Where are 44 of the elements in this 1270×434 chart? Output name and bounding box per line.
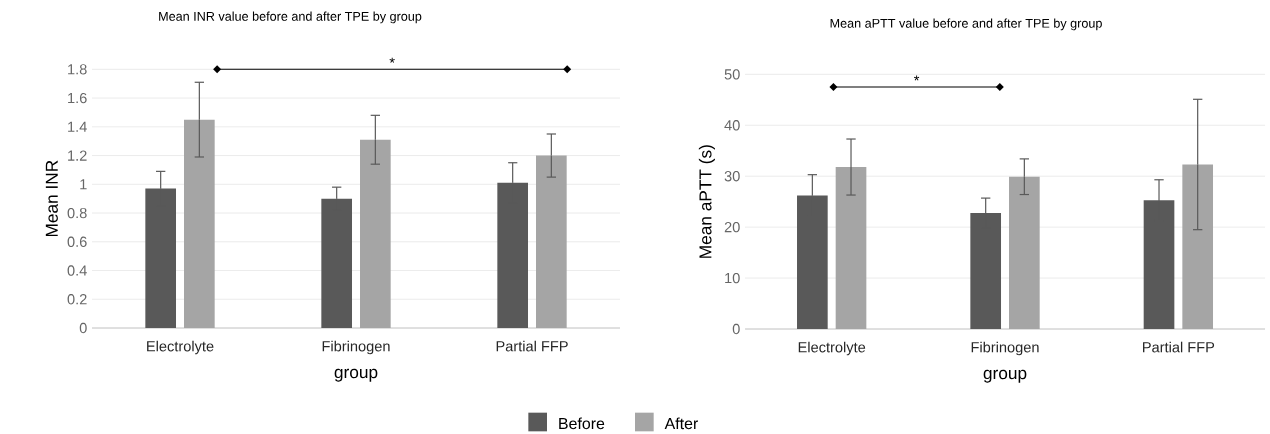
bar xyxy=(1009,176,1040,329)
bar xyxy=(1143,200,1175,329)
bar xyxy=(360,139,391,328)
y-axis-title: Mean aPTT (s) xyxy=(698,145,715,258)
bar xyxy=(536,155,567,328)
bar xyxy=(184,119,215,328)
x-tick-label: Partial FFP xyxy=(1143,341,1215,353)
x-tick-label: Partial FFP xyxy=(496,340,568,352)
x-tick-label: Electrolyte xyxy=(798,341,866,356)
y-tick-label: 1.8 xyxy=(68,64,87,75)
chart-title: Mean INR value before and after TPE by group xyxy=(159,11,422,24)
x-tick-label: Fibrinogen xyxy=(322,340,390,355)
legend-label: Before xyxy=(559,417,605,430)
annotation: * xyxy=(913,75,920,81)
y-tick-label: 0 xyxy=(732,323,740,335)
bar xyxy=(145,188,177,328)
chart-title: Mean aPTT value before and after TPE by group xyxy=(830,18,1102,31)
y-tick-label: 0.6 xyxy=(67,236,87,247)
bar xyxy=(321,198,353,328)
bar xyxy=(970,212,1002,329)
x-axis-title: group xyxy=(334,368,378,382)
bar xyxy=(835,167,867,329)
y-tick-label: 0.2 xyxy=(67,294,87,305)
text: * xyxy=(389,57,395,63)
y-tick-label: 20 xyxy=(724,221,740,233)
legend-label: After xyxy=(664,417,699,430)
y-tick-label: 0.4 xyxy=(67,265,87,276)
y-tick-label: 1.2 xyxy=(68,150,87,161)
bar xyxy=(797,195,828,329)
y-tick-label: 10 xyxy=(725,272,740,284)
bar xyxy=(497,182,529,328)
x-axis-title: group xyxy=(983,369,1027,383)
y-tick-label: 30 xyxy=(724,171,740,182)
x-tick-label: Fibrinogen xyxy=(971,341,1039,356)
y-axis-title: Mean INR xyxy=(45,160,58,237)
x-tick-label: Electrolyte xyxy=(147,340,214,355)
y-tick-label: 0.8 xyxy=(67,207,87,219)
y-tick-label: 1 xyxy=(80,179,87,190)
y-tick-label: 50 xyxy=(724,69,740,80)
y-tick-label: 1.6 xyxy=(68,92,87,104)
y-tick-label: 40 xyxy=(724,120,740,131)
y-tick-label: 0 xyxy=(79,322,87,334)
bar xyxy=(1182,164,1214,329)
y-tick-label: 1.4 xyxy=(68,121,87,132)
